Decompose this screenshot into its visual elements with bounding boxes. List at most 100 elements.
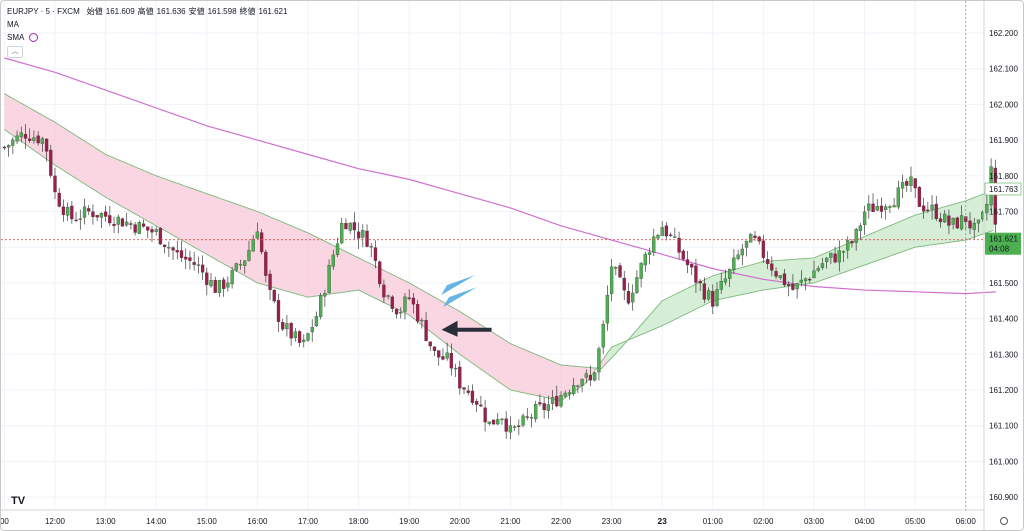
candle-body xyxy=(896,187,900,208)
candle-body xyxy=(622,277,626,291)
time-tick-label: 05:00 xyxy=(905,517,926,526)
candle-body xyxy=(327,265,331,294)
candle-body xyxy=(639,263,643,279)
candle-body xyxy=(285,323,289,330)
candle-body xyxy=(302,339,306,342)
candle-body xyxy=(803,278,808,282)
last-price-label: 161.621 xyxy=(989,235,1018,244)
candle-body xyxy=(479,404,483,407)
high-label: 高値 xyxy=(137,7,154,16)
candle-body xyxy=(656,234,660,239)
chart-legend: EURJPY · 5 · FXCM 始値 161.609 高値 161.636 安値… xyxy=(7,5,288,58)
symbol-label[interactable]: EURJPY · 5 · FXCM xyxy=(7,7,80,16)
candle-body xyxy=(449,353,454,369)
close-value: 161.621 xyxy=(258,7,288,16)
candle-body xyxy=(365,230,369,247)
candle-body xyxy=(504,418,508,432)
candle-body xyxy=(761,240,766,258)
candle-body xyxy=(91,211,95,217)
candle-body xyxy=(475,400,479,405)
candle-body xyxy=(103,211,108,217)
candle-body xyxy=(799,279,803,283)
last-price-badge xyxy=(985,232,1021,255)
price-tick-label: 162.000 xyxy=(989,100,1018,109)
indicator-ma-label[interactable]: MA xyxy=(7,20,19,29)
time-tick-label: 20:00 xyxy=(450,517,471,526)
candle-body xyxy=(125,221,129,226)
candle-body xyxy=(437,350,441,358)
candle-body xyxy=(209,280,213,287)
candle-body xyxy=(588,374,593,381)
candle-body xyxy=(690,264,694,268)
candle-body xyxy=(879,205,884,212)
ma-slow-path xyxy=(4,129,994,402)
candle-body xyxy=(993,167,997,225)
candle-body xyxy=(314,316,319,327)
candle-body xyxy=(272,289,276,302)
candle-body xyxy=(108,215,112,224)
time-tick-label: 04:00 xyxy=(855,517,876,526)
candle-body xyxy=(900,182,905,189)
candle-body xyxy=(66,207,70,216)
time-tick-label: 02:00 xyxy=(753,517,774,526)
candle-body xyxy=(11,139,15,146)
candle-body xyxy=(563,392,567,397)
chevron-up-icon[interactable]: ︿ xyxy=(7,45,23,58)
candle-body xyxy=(673,236,677,238)
price-tick-label: 161.300 xyxy=(989,350,1018,359)
candle-body xyxy=(49,149,53,176)
candle-body xyxy=(78,218,82,220)
legend-ma-row[interactable]: MA xyxy=(7,18,287,31)
candle-body xyxy=(386,295,390,297)
candle-body xyxy=(972,222,976,230)
time-tick-label: 17:00 xyxy=(298,517,319,526)
candle-body xyxy=(820,263,825,268)
candle-body xyxy=(268,273,272,290)
candle-body xyxy=(432,346,437,351)
candle-body xyxy=(356,231,361,239)
candle-body xyxy=(825,257,829,263)
legend-sma-row[interactable]: SMA xyxy=(7,31,287,44)
candle-body xyxy=(175,250,179,253)
candle-body xyxy=(770,263,774,271)
ma-fast-path xyxy=(4,93,994,370)
candle-body xyxy=(15,135,19,142)
candle-body xyxy=(812,270,816,279)
candle-body xyxy=(850,241,854,244)
price-tick-label: 161.500 xyxy=(989,279,1018,288)
time-tick-label: 14:00 xyxy=(146,517,167,526)
candle-body xyxy=(53,175,57,193)
candle-body xyxy=(652,236,656,253)
candle-body xyxy=(884,206,888,211)
candle-body xyxy=(774,271,778,277)
time-tick-label: 13:00 xyxy=(96,517,117,526)
candle-body xyxy=(390,296,394,309)
candle-body xyxy=(112,224,116,226)
candle-body xyxy=(120,218,125,227)
candle-body xyxy=(538,402,542,405)
price-tick-label: 161.400 xyxy=(989,315,1018,324)
indicator-sma-label[interactable]: SMA xyxy=(7,33,25,42)
candle-body xyxy=(6,145,11,148)
candle-body xyxy=(141,223,146,227)
candle-body xyxy=(40,138,44,144)
candle-body xyxy=(778,275,782,278)
time-tick-label: 01:00 xyxy=(703,517,724,526)
candle-body xyxy=(584,373,588,378)
candle-body xyxy=(740,248,744,256)
candle-body xyxy=(297,331,302,343)
candle-body xyxy=(411,297,416,305)
candle-body xyxy=(61,206,66,215)
candle-body xyxy=(483,407,487,423)
candle-body xyxy=(188,257,192,261)
candle-body xyxy=(913,178,917,189)
candle-body xyxy=(369,246,373,248)
candle-body xyxy=(82,206,87,218)
candle-body xyxy=(765,259,770,264)
candle-body xyxy=(668,234,673,236)
candle-body xyxy=(618,265,622,278)
candle-body xyxy=(934,203,938,220)
gear-icon[interactable] xyxy=(1000,517,1008,525)
